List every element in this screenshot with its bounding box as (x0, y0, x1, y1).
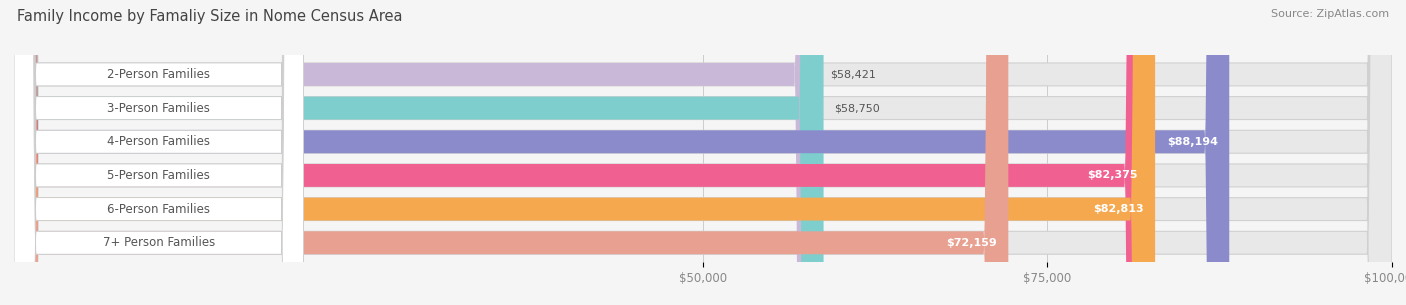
FancyBboxPatch shape (14, 0, 1392, 305)
FancyBboxPatch shape (14, 0, 1392, 305)
FancyBboxPatch shape (14, 0, 304, 305)
FancyBboxPatch shape (14, 0, 1008, 305)
FancyBboxPatch shape (14, 0, 304, 305)
Text: 3-Person Families: 3-Person Families (107, 102, 209, 115)
Text: $58,421: $58,421 (830, 70, 876, 79)
Text: $72,159: $72,159 (946, 238, 997, 248)
Text: 5-Person Families: 5-Person Families (107, 169, 209, 182)
Text: $82,813: $82,813 (1094, 204, 1144, 214)
FancyBboxPatch shape (14, 0, 304, 305)
FancyBboxPatch shape (14, 0, 820, 305)
Text: 2-Person Families: 2-Person Families (107, 68, 211, 81)
FancyBboxPatch shape (14, 0, 1229, 305)
FancyBboxPatch shape (14, 0, 304, 305)
Text: $58,750: $58,750 (835, 103, 880, 113)
Text: 7+ Person Families: 7+ Person Families (103, 236, 215, 249)
FancyBboxPatch shape (14, 0, 1392, 305)
FancyBboxPatch shape (14, 0, 1156, 305)
Text: $82,375: $82,375 (1088, 170, 1137, 181)
FancyBboxPatch shape (14, 0, 304, 305)
FancyBboxPatch shape (14, 0, 824, 305)
FancyBboxPatch shape (14, 0, 1392, 305)
Text: 4-Person Families: 4-Person Families (107, 135, 211, 148)
Text: Source: ZipAtlas.com: Source: ZipAtlas.com (1271, 9, 1389, 19)
FancyBboxPatch shape (14, 0, 1392, 305)
FancyBboxPatch shape (14, 0, 304, 305)
FancyBboxPatch shape (14, 0, 1149, 305)
Text: 6-Person Families: 6-Person Families (107, 203, 211, 216)
Text: $88,194: $88,194 (1167, 137, 1218, 147)
Text: Family Income by Famaliy Size in Nome Census Area: Family Income by Famaliy Size in Nome Ce… (17, 9, 402, 24)
FancyBboxPatch shape (14, 0, 1392, 305)
